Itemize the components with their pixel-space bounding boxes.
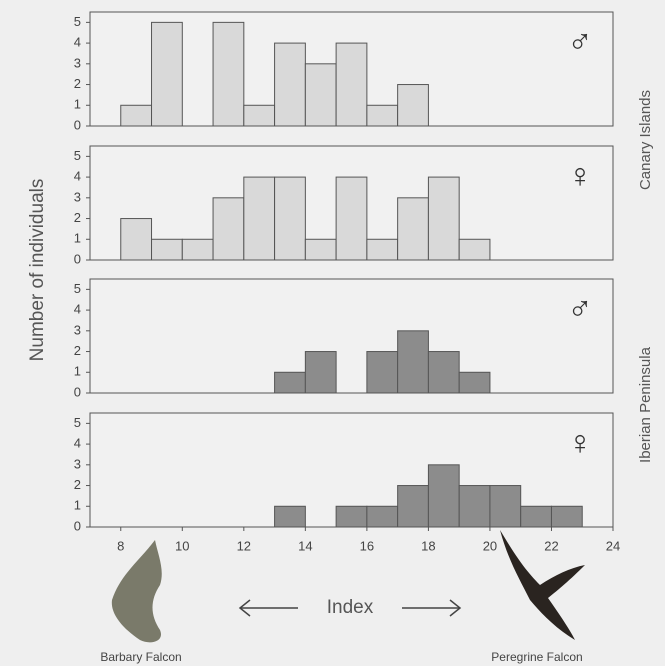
bar [213,22,244,126]
x-tick-label: 12 [237,538,251,553]
bar [152,239,183,260]
bar [152,22,183,126]
x-tick-label: 20 [483,538,497,553]
bar [428,465,459,527]
plot-area [90,279,613,393]
sex-symbol: ♂ [567,290,593,328]
y-tick-label: 3 [74,189,81,204]
bar [428,177,459,260]
bar [367,239,398,260]
falcon-image [112,540,162,642]
bar [367,105,398,126]
y-tick-label: 3 [74,322,81,337]
group-label: Canary Islands [637,90,654,190]
bar [121,105,152,126]
y-tick-label: 1 [74,231,81,246]
y-tick-label: 2 [74,210,81,225]
y-tick-label: 1 [74,97,81,112]
y-tick-label: 2 [74,343,81,358]
y-tick-label: 4 [74,35,81,50]
bar [305,352,336,393]
bar [275,506,306,527]
y-tick-label: 2 [74,76,81,91]
y-tick-label: 0 [74,384,81,399]
y-tick-label: 5 [74,148,81,163]
y-tick-label: 2 [74,477,81,492]
bar [428,352,459,393]
figure: Number of individuals Canary Islands Ibe… [0,0,665,666]
y-tick-label: 1 [74,364,81,379]
bar [275,177,306,260]
y-tick-label: 4 [74,302,81,317]
y-tick-label: 0 [74,117,81,132]
bar [182,239,213,260]
falcon-image [500,530,585,640]
bar [213,198,244,260]
y-tick-label: 3 [74,55,81,70]
sex-symbol: ♀ [567,424,593,462]
y-axis-label: Number of individuals [27,179,48,362]
bar [275,43,306,126]
bar [459,486,490,527]
y-tick-label: 4 [74,169,81,184]
y-tick-label: 5 [74,14,81,29]
sex-symbol: ♂ [567,23,593,61]
bar [121,219,152,260]
x-tick-label: 14 [298,538,312,553]
bar [459,239,490,260]
bar [398,331,429,393]
bar [305,239,336,260]
x-tick-label: 8 [117,538,124,553]
x-axis-label: Index [327,597,374,618]
bar [336,506,367,527]
species-label: Barbary Falcon [100,650,181,664]
bar [244,177,275,260]
bar [398,85,429,126]
x-tick-label: 24 [606,538,620,553]
bar [398,198,429,260]
x-tick-label: 10 [175,538,189,553]
bar [490,486,521,527]
sex-symbol: ♀ [567,157,593,195]
bar [305,64,336,126]
y-tick-label: 5 [74,281,81,296]
y-tick-label: 4 [74,436,81,451]
species-label: Peregrine Falcon [491,650,582,664]
x-tick-label: 22 [544,538,558,553]
bar [551,506,582,527]
bar [336,43,367,126]
y-tick-label: 3 [74,456,81,471]
y-tick-label: 5 [74,415,81,430]
x-tick-label: 16 [360,538,374,553]
bar [398,486,429,527]
bar [521,506,552,527]
group-label: Iberian Peninsula [637,346,654,463]
bar [367,506,398,527]
bar [275,372,306,393]
bar [367,352,398,393]
bar [336,177,367,260]
bar [459,372,490,393]
y-tick-label: 1 [74,498,81,513]
y-tick-label: 0 [74,518,81,533]
x-tick-label: 18 [421,538,435,553]
y-tick-label: 0 [74,251,81,266]
bar [244,105,275,126]
